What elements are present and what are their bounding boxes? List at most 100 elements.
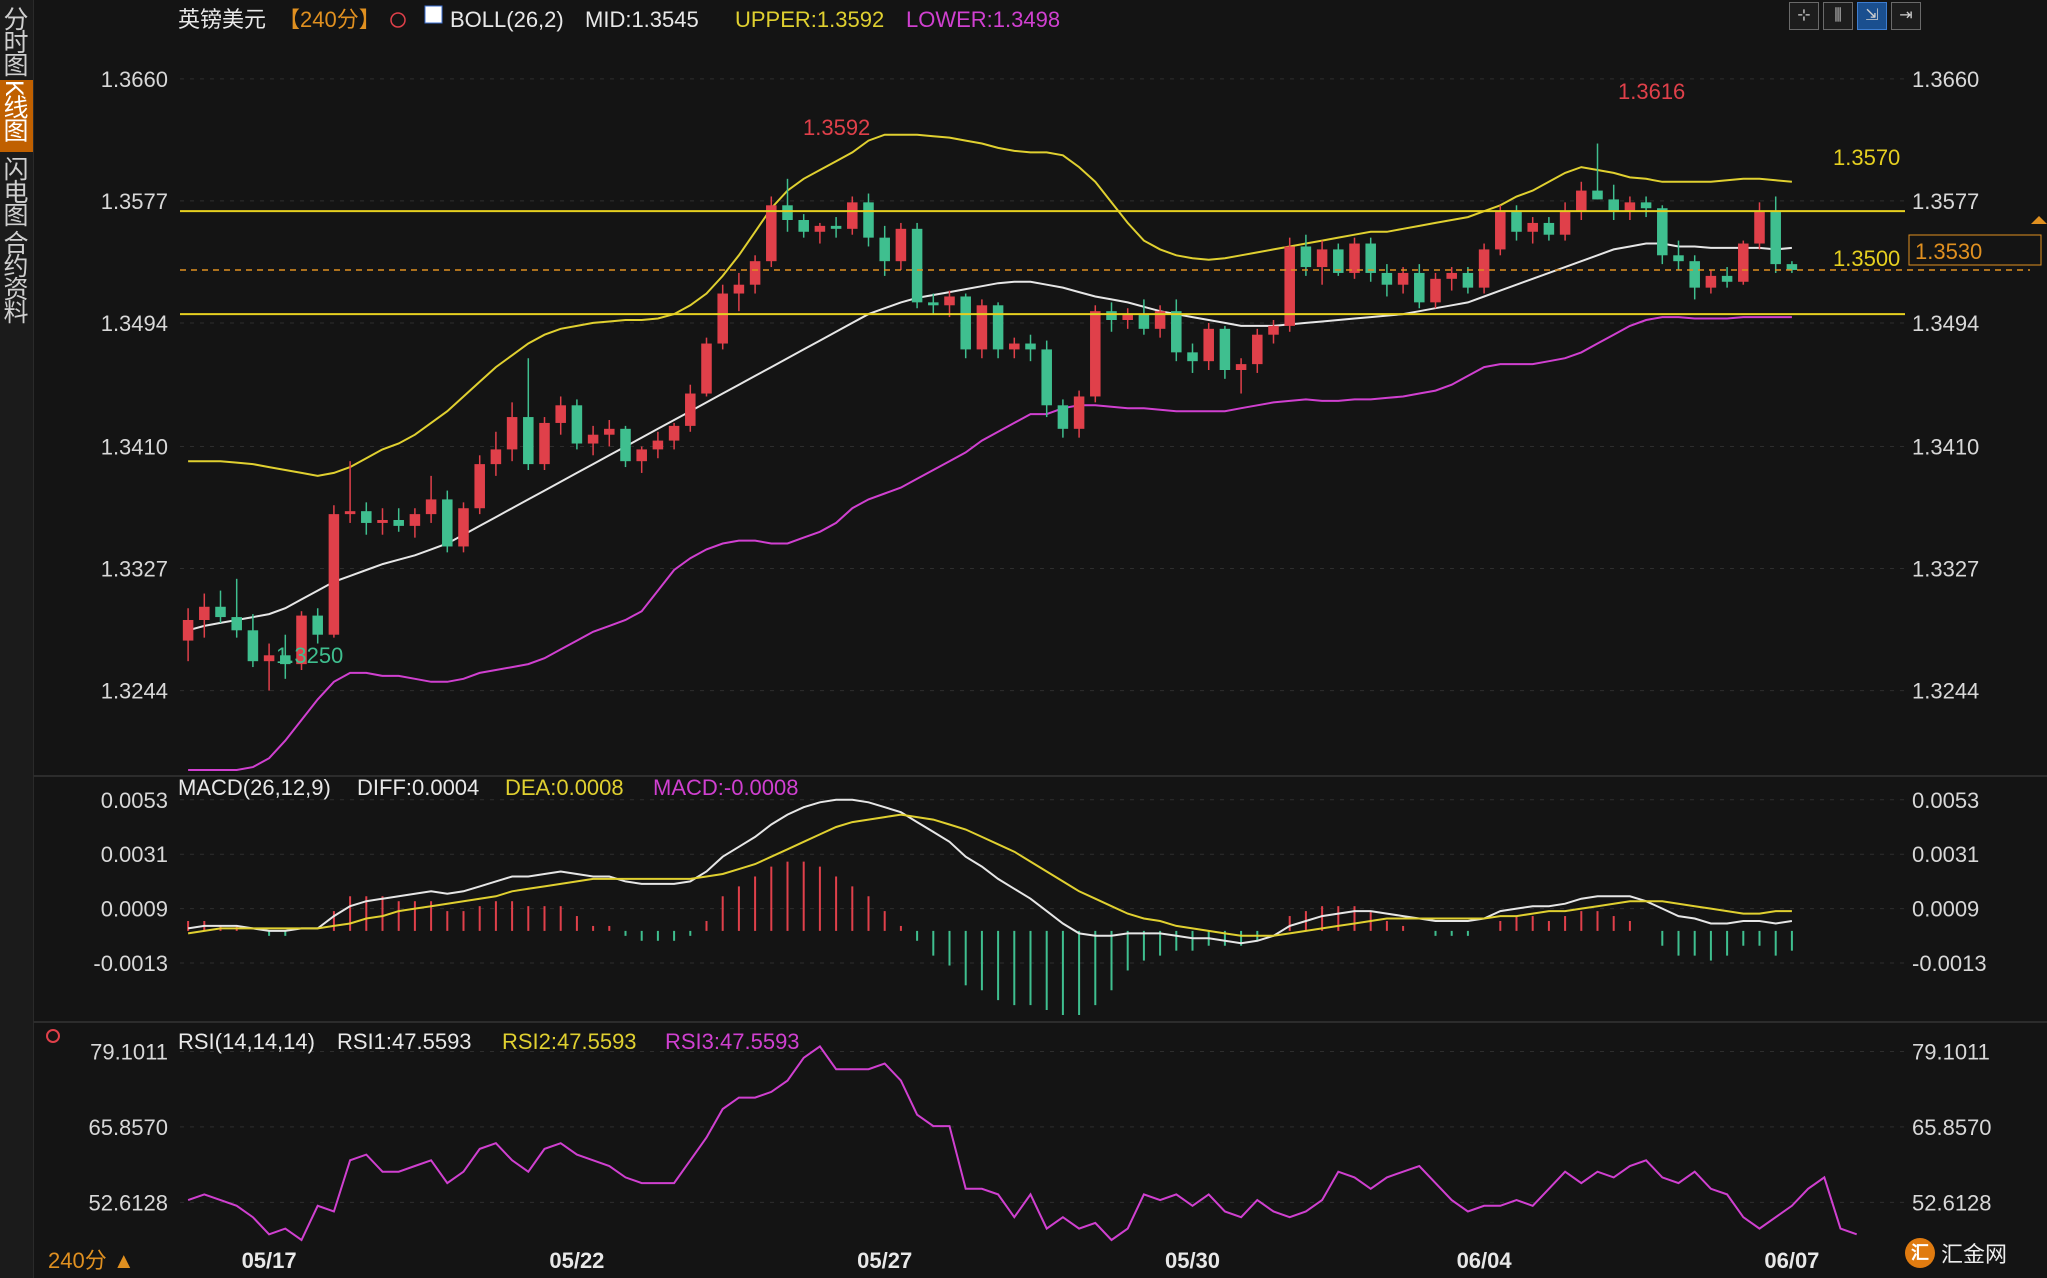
price-marker-icon — [2031, 216, 2047, 224]
candle-body — [928, 302, 939, 306]
period-select[interactable]: 240分 ▲ — [48, 1248, 135, 1273]
macd-dea: DEA:0.0008 — [505, 775, 624, 800]
date-label: 05/27 — [857, 1248, 912, 1273]
candle-body — [231, 617, 242, 631]
macd-axis-right-label: -0.0013 — [1912, 951, 1987, 976]
sidebar-tab-timeshare[interactable]: 分时图 — [0, 6, 28, 75]
price-axis-left-label: 1.3244 — [101, 679, 168, 704]
current-price-box — [1908, 234, 2042, 266]
crosshair-icon[interactable]: ⊹ — [1789, 2, 1819, 30]
candle-body — [393, 520, 404, 526]
candle-body — [1446, 272, 1457, 279]
current-price: 1.3530 — [1915, 239, 1982, 264]
candle-body — [1041, 349, 1052, 406]
chart-toolbar: ⊹ ⫼ ⇲ ⇥ — [1789, 2, 1921, 30]
candle-body — [1608, 199, 1619, 212]
rsi-axis-left-label: 65.8570 — [88, 1115, 168, 1140]
price-axis-left-label: 1.3410 — [101, 434, 168, 459]
macd-axis-right-label: 0.0009 — [1912, 897, 1979, 922]
candle-body — [1219, 328, 1231, 370]
candle-body — [1576, 190, 1587, 212]
settings-icon[interactable] — [390, 12, 406, 28]
candlesticks — [182, 143, 1798, 691]
candle-body — [895, 228, 907, 262]
candle-body — [1138, 314, 1150, 329]
candle-body — [1073, 396, 1085, 429]
candle-body — [1495, 211, 1506, 250]
macd-axis-left-label: -0.0013 — [93, 951, 168, 976]
rsi-label: RSI(14,14,14) — [178, 1029, 315, 1054]
macd-panel — [187, 798, 1793, 1015]
candle-body — [1738, 243, 1749, 282]
hline-label-lower: 1.3500 — [1833, 246, 1900, 271]
candle-body — [1316, 249, 1328, 268]
sidebar-tab-tick-chart[interactable]: 闪电图 — [0, 156, 28, 225]
candle-body — [1106, 311, 1117, 320]
macd-axis-left-label: 0.0031 — [101, 842, 168, 867]
candle-body — [1171, 311, 1182, 353]
candle-body — [458, 508, 469, 547]
candle-body — [1673, 255, 1684, 262]
symbol-name: 英镑美元 — [178, 7, 266, 32]
horizontal-lines — [180, 210, 2030, 316]
candle-body — [847, 202, 858, 229]
price-axis-left-label: 1.3660 — [101, 67, 168, 92]
candle-body — [539, 422, 550, 465]
indicator-icon[interactable] — [424, 5, 443, 24]
sidebar-tab-contract-info[interactable]: 合约资料 — [0, 230, 28, 322]
candle-body — [474, 464, 485, 509]
candle-body — [782, 205, 793, 220]
candle-body — [652, 440, 664, 450]
date-label: 05/22 — [549, 1248, 604, 1273]
logo-mark: 汇 — [1904, 1238, 1935, 1268]
rsi-axis-left-label: 52.6128 — [88, 1190, 168, 1215]
candle-body — [992, 305, 1004, 350]
zoom-out-icon[interactable]: ⇥ — [1891, 2, 1921, 30]
sidebar-tab-kline[interactable]: K线图 — [0, 80, 33, 152]
price-axis-right-label: 1.3660 — [1912, 67, 1979, 92]
candle-body — [571, 405, 583, 444]
candle-body — [944, 296, 955, 306]
candle-body — [1511, 211, 1522, 232]
candle-body — [1543, 222, 1555, 235]
candle-body — [717, 293, 728, 344]
candle-body — [1592, 190, 1603, 200]
rsi-settings-icon[interactable] — [46, 1029, 60, 1043]
candle-body — [1527, 222, 1538, 232]
period-switch-icon[interactable]: ⫼ — [1823, 2, 1853, 30]
candle-body — [1657, 208, 1668, 256]
candle-body — [1462, 272, 1474, 288]
price-axis-right-label: 1.3244 — [1912, 679, 1979, 704]
candle-body — [425, 499, 437, 515]
candle-body — [1705, 275, 1717, 288]
candle-body — [1187, 352, 1198, 362]
candle-body — [879, 237, 890, 262]
rsi-axis-left-label: 79.1011 — [90, 1040, 168, 1065]
candle-body — [830, 225, 842, 229]
candle-body — [1025, 343, 1036, 350]
candle-body — [766, 205, 777, 262]
candle-body — [1430, 278, 1441, 303]
macd-axis-right-label: 0.0053 — [1912, 788, 1979, 813]
candle-body — [1721, 275, 1733, 282]
rsi-axis-right-label: 52.6128 — [1912, 1190, 1992, 1215]
macd-axis-left-label: 0.0009 — [101, 897, 168, 922]
candle-body — [620, 428, 631, 462]
candle-body — [604, 428, 615, 435]
candle-body — [701, 343, 712, 394]
zoom-in-icon[interactable]: ⇲ — [1857, 2, 1887, 30]
candle-body — [1381, 272, 1393, 285]
candle-body — [1203, 328, 1214, 362]
date-label: 06/04 — [1457, 1248, 1513, 1273]
prev-high-label: 1.3592 — [803, 115, 870, 140]
logo: 汇 汇金网 — [1904, 1236, 2007, 1270]
date-label: 06/07 — [1764, 1248, 1819, 1273]
candle-body — [668, 425, 680, 441]
candle-body — [1478, 249, 1490, 288]
candle-body — [749, 261, 761, 285]
boll-upper: UPPER:1.3592 — [735, 7, 884, 32]
candle-body — [280, 655, 291, 665]
date-label: 05/17 — [242, 1248, 297, 1273]
candle-body — [733, 284, 745, 294]
